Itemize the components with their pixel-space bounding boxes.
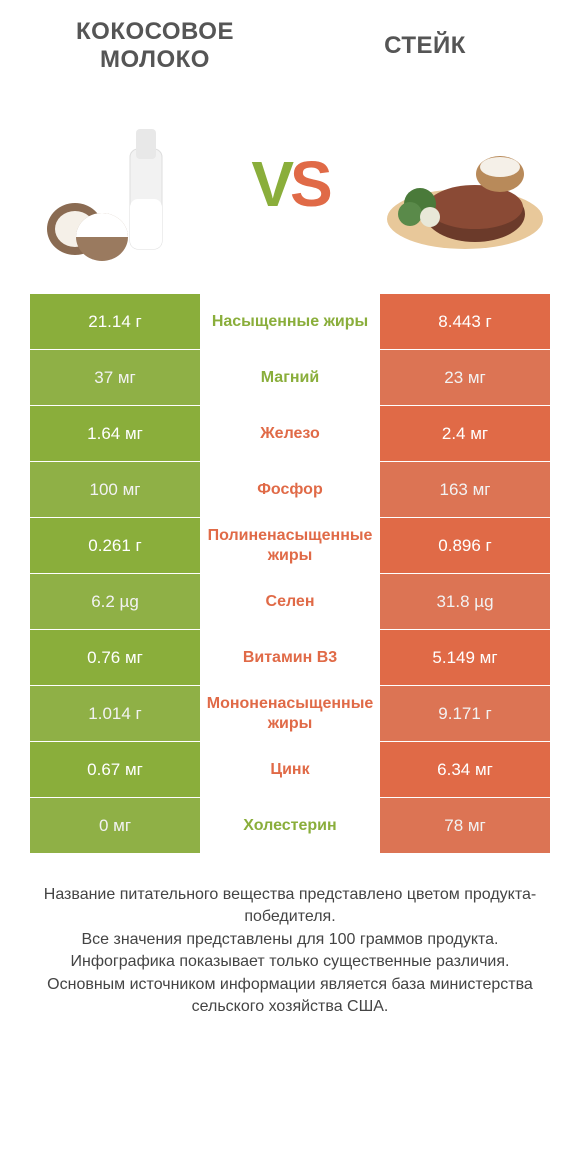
images-row: VS xyxy=(0,84,580,294)
cell-mid-label: Полиненасыщенные жиры xyxy=(200,518,380,573)
table-row: 0.76 мгВитамин B35.149 мг xyxy=(30,630,550,686)
cell-mid-label: Холестерин xyxy=(200,798,380,853)
table-row: 6.2 µgСелен31.8 µg xyxy=(30,574,550,630)
title-right: СТЕЙК xyxy=(290,32,550,60)
cell-right-value: 5.149 мг xyxy=(380,630,550,685)
footer-line-4: Основным источником информации является … xyxy=(30,974,550,1019)
title-left: КОКОСОВОЕ МОЛОКО xyxy=(30,18,290,74)
cell-left-value: 1.64 мг xyxy=(30,406,200,461)
vs-label: VS xyxy=(251,152,328,216)
cell-right-value: 163 мг xyxy=(380,462,550,517)
cell-right-value: 8.443 г xyxy=(380,294,550,349)
table-row: 100 мгФосфор163 мг xyxy=(30,462,550,518)
table-row: 0 мгХолестерин78 мг xyxy=(30,798,550,854)
table-row: 37 мгМагний23 мг xyxy=(30,350,550,406)
cell-mid-label: Насыщенные жиры xyxy=(200,294,380,349)
table-row: 0.67 мгЦинк6.34 мг xyxy=(30,742,550,798)
footer: Название питательного вещества представл… xyxy=(0,854,580,1018)
cell-left-value: 0.67 мг xyxy=(30,742,200,797)
steak-image xyxy=(380,99,550,269)
cell-mid-label: Железо xyxy=(200,406,380,461)
table-row: 21.14 гНасыщенные жиры8.443 г xyxy=(30,294,550,350)
cell-right-value: 78 мг xyxy=(380,798,550,853)
footer-line-3: Инфографика показывает только существенн… xyxy=(30,951,550,973)
vs-s: S xyxy=(290,148,329,220)
cell-left-value: 0.76 мг xyxy=(30,630,200,685)
table-row: 1.014 гМононенасыщенные жиры9.171 г xyxy=(30,686,550,742)
cell-left-value: 6.2 µg xyxy=(30,574,200,629)
cell-right-value: 6.34 мг xyxy=(380,742,550,797)
cell-left-value: 1.014 г xyxy=(30,686,200,741)
comparison-table: 21.14 гНасыщенные жиры8.443 г37 мгМагний… xyxy=(0,294,580,854)
footer-line-2: Все значения представлены для 100 граммо… xyxy=(30,929,550,951)
cell-mid-label: Фосфор xyxy=(200,462,380,517)
footer-line-1: Название питательного вещества представл… xyxy=(30,884,550,929)
vs-v: V xyxy=(251,148,290,220)
cell-mid-label: Магний xyxy=(200,350,380,405)
cell-left-value: 0.261 г xyxy=(30,518,200,573)
table-row: 0.261 гПолиненасыщенные жиры0.896 г xyxy=(30,518,550,574)
cell-left-value: 21.14 г xyxy=(30,294,200,349)
cell-right-value: 31.8 µg xyxy=(380,574,550,629)
cell-mid-label: Селен xyxy=(200,574,380,629)
header: КОКОСОВОЕ МОЛОКО СТЕЙК xyxy=(0,0,580,84)
table-row: 1.64 мгЖелезо2.4 мг xyxy=(30,406,550,462)
cell-right-value: 2.4 мг xyxy=(380,406,550,461)
cell-left-value: 0 мг xyxy=(30,798,200,853)
cell-left-value: 100 мг xyxy=(30,462,200,517)
cell-mid-label: Цинк xyxy=(200,742,380,797)
coconut-milk-image xyxy=(30,99,200,269)
cell-left-value: 37 мг xyxy=(30,350,200,405)
cell-mid-label: Мононенасыщенные жиры xyxy=(200,686,380,741)
cell-right-value: 0.896 г xyxy=(380,518,550,573)
cell-right-value: 9.171 г xyxy=(380,686,550,741)
cell-mid-label: Витамин B3 xyxy=(200,630,380,685)
cell-right-value: 23 мг xyxy=(380,350,550,405)
